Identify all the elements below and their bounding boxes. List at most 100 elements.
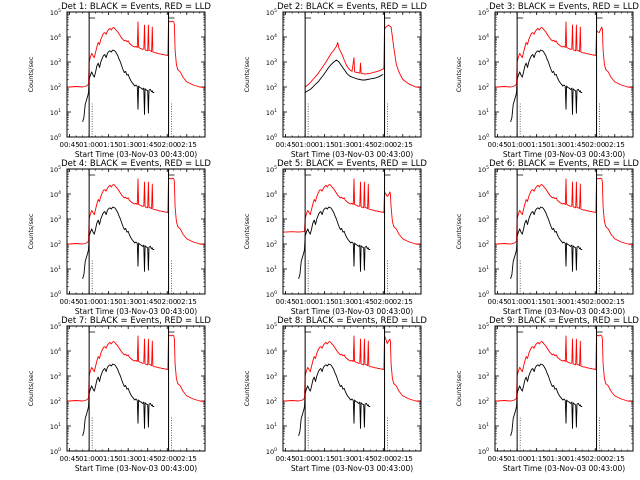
x-tick-label: 01:15: [99, 141, 119, 149]
x-tick-label: 02:00: [585, 141, 605, 149]
x-tick-label: 01:45: [566, 141, 586, 149]
series-line-events: [298, 206, 371, 280]
y-tick-label: 101: [478, 265, 489, 274]
y-tick-label: 102: [478, 397, 489, 406]
plot-frame: [282, 168, 422, 295]
time-marker-flag: [304, 326, 312, 333]
x-tick-label: 02:15: [605, 298, 625, 306]
x-tick-label: 01:00: [79, 141, 99, 149]
x-axis-label: Start Time (03-Nov-03 00:43:00): [291, 464, 413, 473]
x-tick-label: 00:45: [276, 141, 296, 149]
series-line-events: [510, 363, 583, 437]
chart-panel-det-8: Det 8: BLACK = Events, RED = LLD Counts/s…: [243, 316, 427, 473]
y-tick-label: 100: [266, 290, 277, 299]
x-tick-label: 02:15: [177, 455, 197, 463]
x-tick-label: 01:45: [354, 141, 374, 149]
x-tick-label: 01:15: [527, 298, 547, 306]
y-tick-label: 103: [266, 372, 277, 381]
y-tick-label: 104: [478, 190, 489, 199]
x-tick-label: 02:00: [373, 298, 393, 306]
chart-panel-det-9: Det 9: BLACK = Events, RED = LLD Counts/s…: [455, 316, 639, 473]
x-axis-label: Start Time (03-Nov-03 00:43:00): [291, 307, 413, 316]
y-axis-label: Counts/sec: [27, 370, 35, 406]
chart-title: Det 2: BLACK = Events, RED = LLD: [277, 2, 427, 12]
plot-frame: [494, 11, 634, 138]
chart-title: Det 5: BLACK = Events, RED = LLD: [277, 159, 427, 169]
y-tick-label: 103: [478, 58, 489, 67]
x-tick-label: 02:15: [605, 455, 625, 463]
x-tick-label: 01:00: [295, 455, 315, 463]
series-line-events: [510, 49, 583, 123]
x-tick-label: 02:15: [605, 141, 625, 149]
x-axis-label: Start Time (03-Nov-03 00:43:00): [503, 150, 625, 159]
y-tick-label: 104: [266, 33, 277, 42]
x-tick-label: 02:15: [177, 141, 197, 149]
x-tick-label: 01:15: [315, 455, 335, 463]
y-tick-label: 103: [478, 215, 489, 224]
plot-frame: [494, 168, 634, 295]
x-tick-label: 01:15: [99, 298, 119, 306]
time-marker-flag: [88, 326, 96, 333]
y-axis-label: Counts/sec: [243, 213, 251, 249]
x-tick-label: 02:15: [393, 455, 413, 463]
y-tick-label: 105: [50, 322, 61, 331]
x-tick-label: 00:45: [488, 141, 508, 149]
x-tick-label: 01:15: [315, 298, 335, 306]
y-tick-label: 100: [478, 290, 489, 299]
time-marker-flag: [304, 169, 312, 176]
x-axis-label: Start Time (03-Nov-03 00:43:00): [75, 150, 197, 159]
series-line-events: [304, 59, 384, 93]
y-tick-label: 105: [266, 8, 277, 17]
series-line-events: [298, 363, 371, 437]
x-tick-label: 00:45: [60, 141, 80, 149]
y-tick-label: 101: [478, 108, 489, 117]
y-tick-label: 100: [266, 133, 277, 142]
y-tick-label: 105: [266, 165, 277, 174]
y-tick-label: 103: [478, 372, 489, 381]
plot-frame: [494, 325, 634, 452]
y-tick-label: 101: [50, 422, 61, 431]
y-tick-label: 102: [266, 83, 277, 92]
x-tick-label: 02:00: [373, 455, 393, 463]
plot-frame: [282, 11, 422, 138]
y-tick-label: 104: [50, 347, 61, 356]
plot-frame: [66, 325, 206, 452]
y-tick-label: 105: [50, 165, 61, 174]
plot-frame: [66, 11, 206, 138]
y-tick-label: 105: [478, 8, 489, 17]
y-tick-label: 100: [478, 133, 489, 142]
x-tick-label: 02:00: [157, 298, 177, 306]
x-tick-label: 01:30: [118, 455, 138, 463]
x-tick-label: 01:30: [546, 298, 566, 306]
x-tick-label: 01:00: [507, 141, 527, 149]
x-axis-label: Start Time (03-Nov-03 00:43:00): [75, 464, 197, 473]
y-tick-label: 102: [478, 240, 489, 249]
x-tick-label: 02:15: [177, 298, 197, 306]
x-tick-label: 01:15: [315, 141, 335, 149]
chart-panel-det-2: Det 2: BLACK = Events, RED = LLD Counts/s…: [243, 2, 427, 159]
x-tick-label: 01:30: [118, 298, 138, 306]
y-tick-label: 103: [266, 215, 277, 224]
x-tick-label: 00:45: [60, 455, 80, 463]
time-marker-flag: [596, 169, 603, 176]
y-tick-label: 105: [266, 322, 277, 331]
x-axis-label: Start Time (03-Nov-03 00:43:00): [75, 307, 197, 316]
x-tick-label: 00:45: [488, 298, 508, 306]
y-tick-label: 103: [50, 58, 61, 67]
y-tick-label: 100: [266, 447, 277, 456]
time-marker-flag: [168, 169, 175, 176]
series-line-lld: [304, 24, 422, 89]
x-tick-label: 01:15: [527, 141, 547, 149]
time-marker-flag: [596, 12, 603, 19]
x-tick-label: 02:00: [585, 298, 605, 306]
y-tick-label: 105: [50, 8, 61, 17]
y-tick-label: 101: [50, 265, 61, 274]
y-axis-label: Counts/sec: [455, 56, 463, 92]
chart-panel-det-1: Det 1: BLACK = Events, RED = LLD Counts/s…: [27, 2, 211, 159]
time-marker-flag: [516, 326, 524, 333]
plot-frame: [66, 168, 206, 295]
y-tick-label: 100: [50, 133, 61, 142]
x-tick-label: 02:00: [373, 141, 393, 149]
y-tick-label: 103: [50, 372, 61, 381]
